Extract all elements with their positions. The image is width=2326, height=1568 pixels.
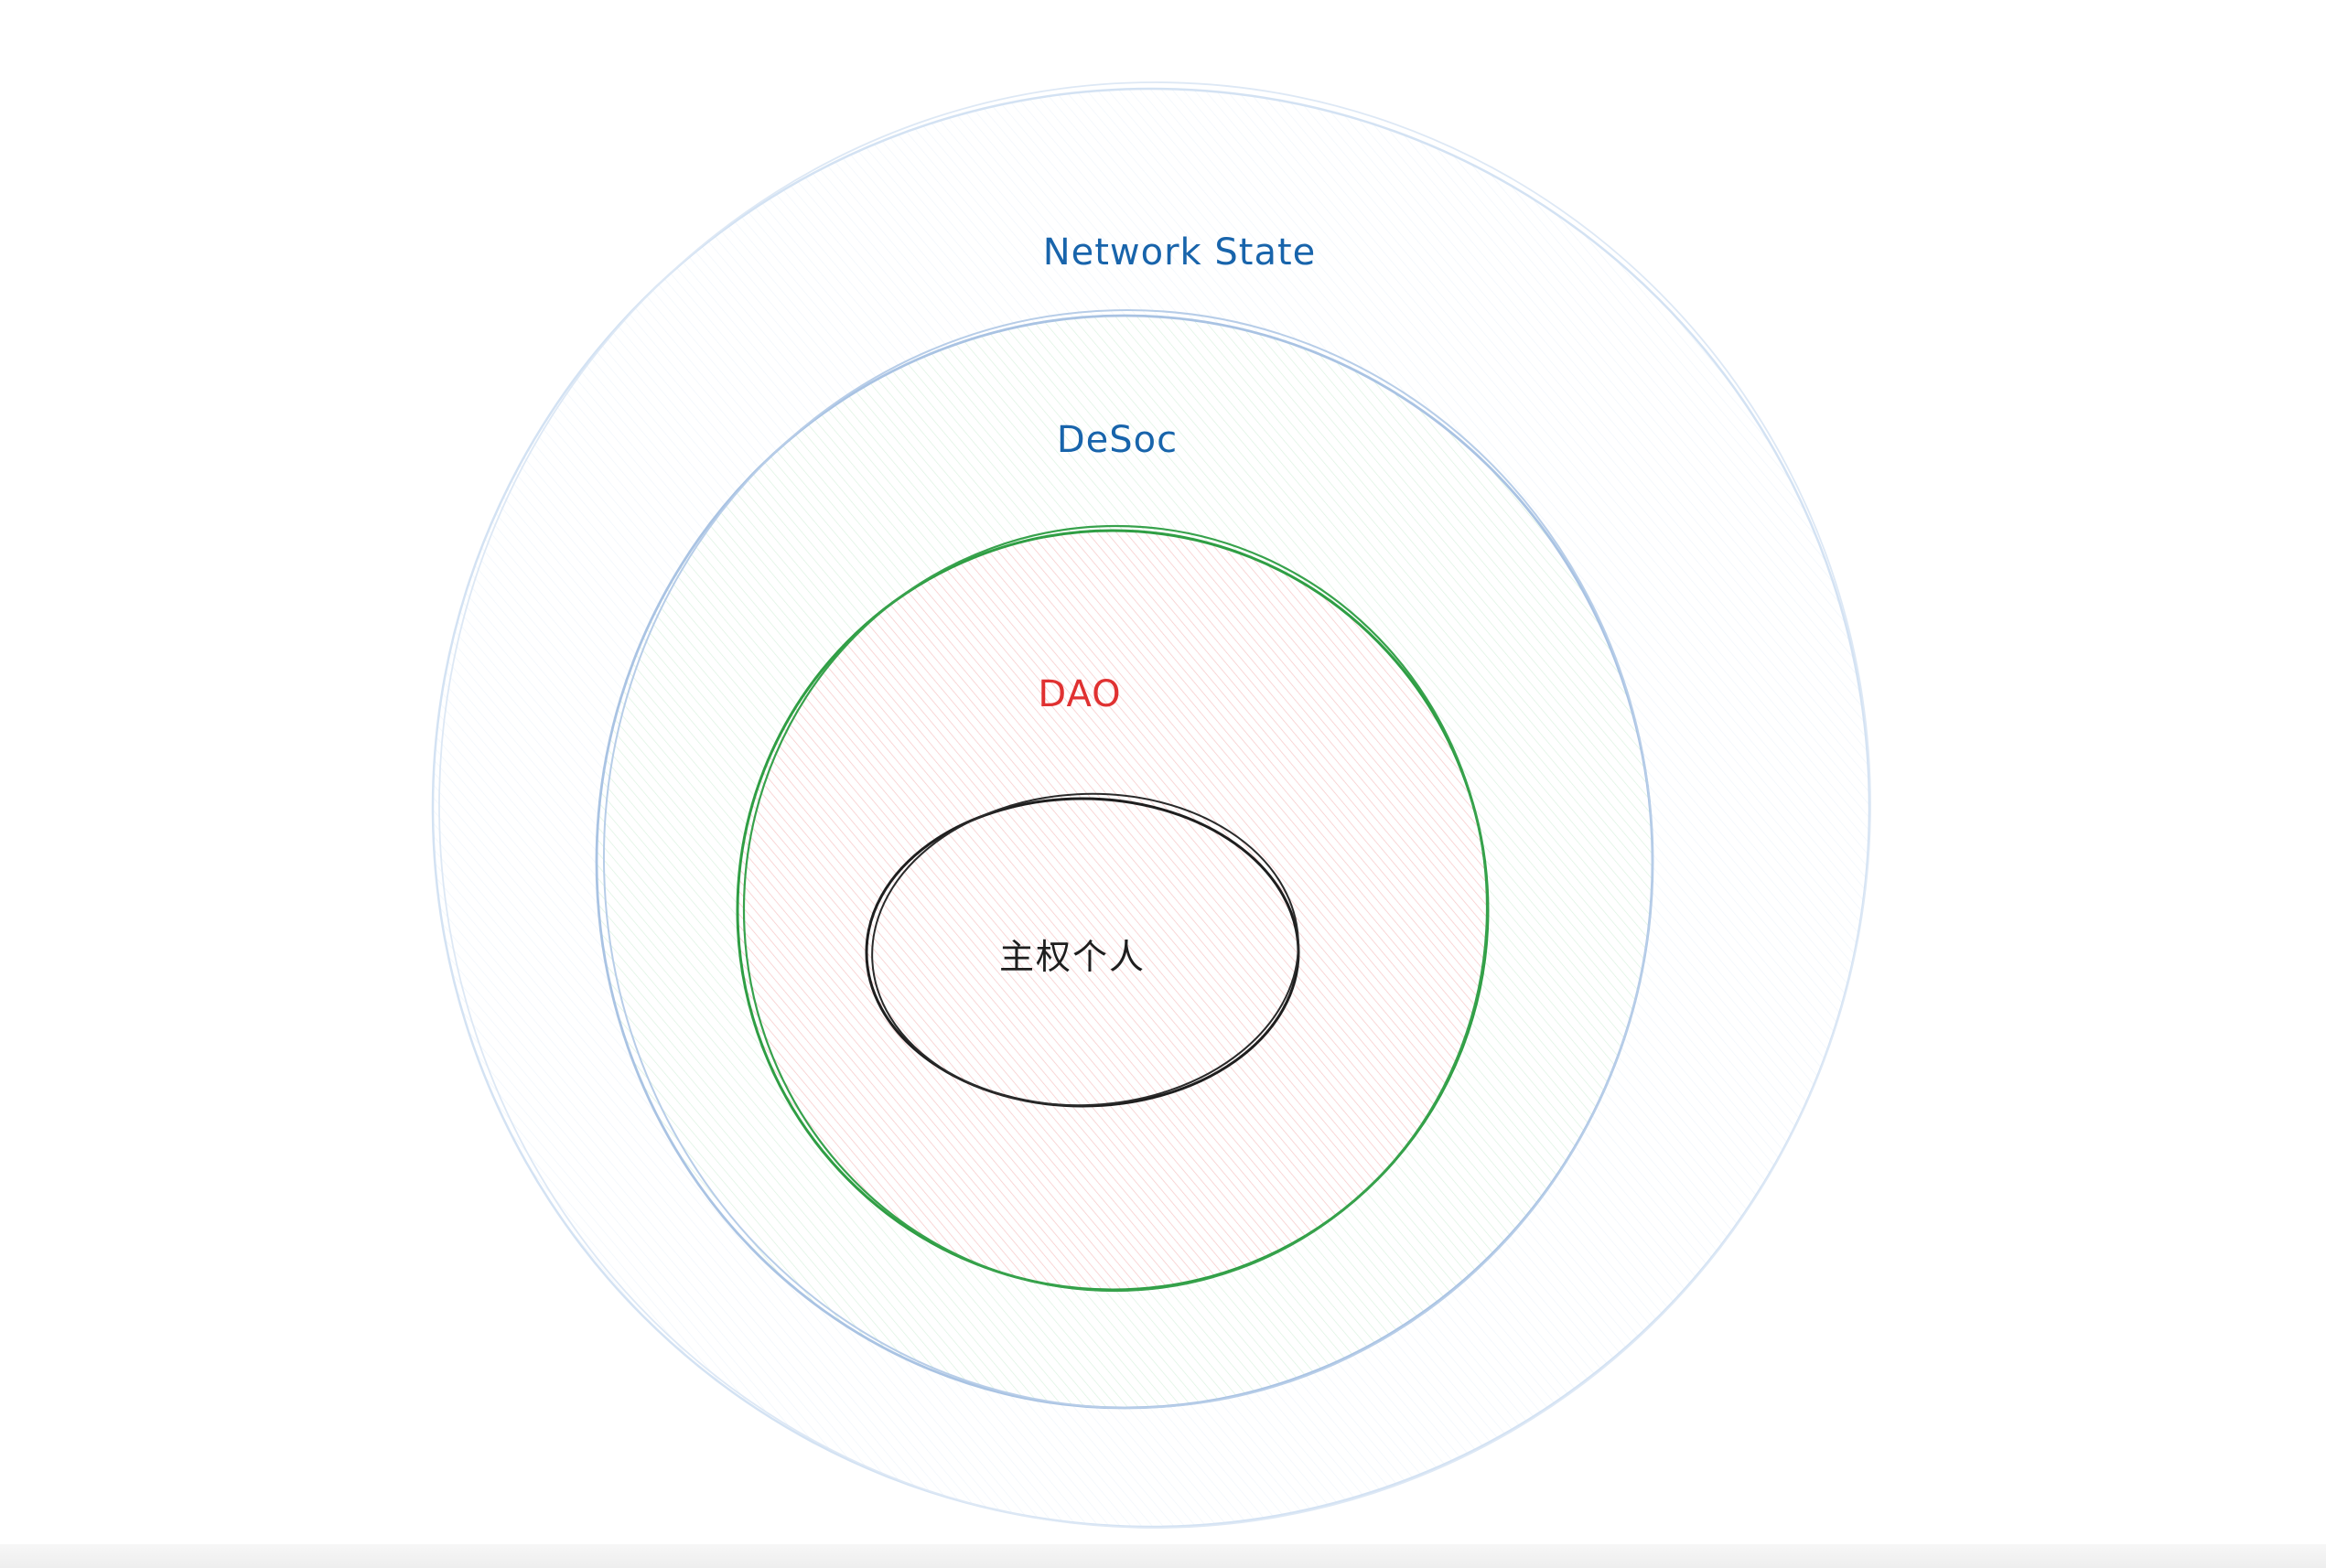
desoc-label: DeSoc [1057,419,1178,461]
sovereign-individual-ellipse[interactable] [864,783,1306,1116]
dao-label: DAO [1038,673,1121,715]
bottom-bar [0,1544,2326,1568]
dao-circle[interactable] [731,513,1501,1304]
sovereign-individual-label: 主权个人 [999,937,1146,977]
network-state-label: Network State [1043,231,1317,274]
